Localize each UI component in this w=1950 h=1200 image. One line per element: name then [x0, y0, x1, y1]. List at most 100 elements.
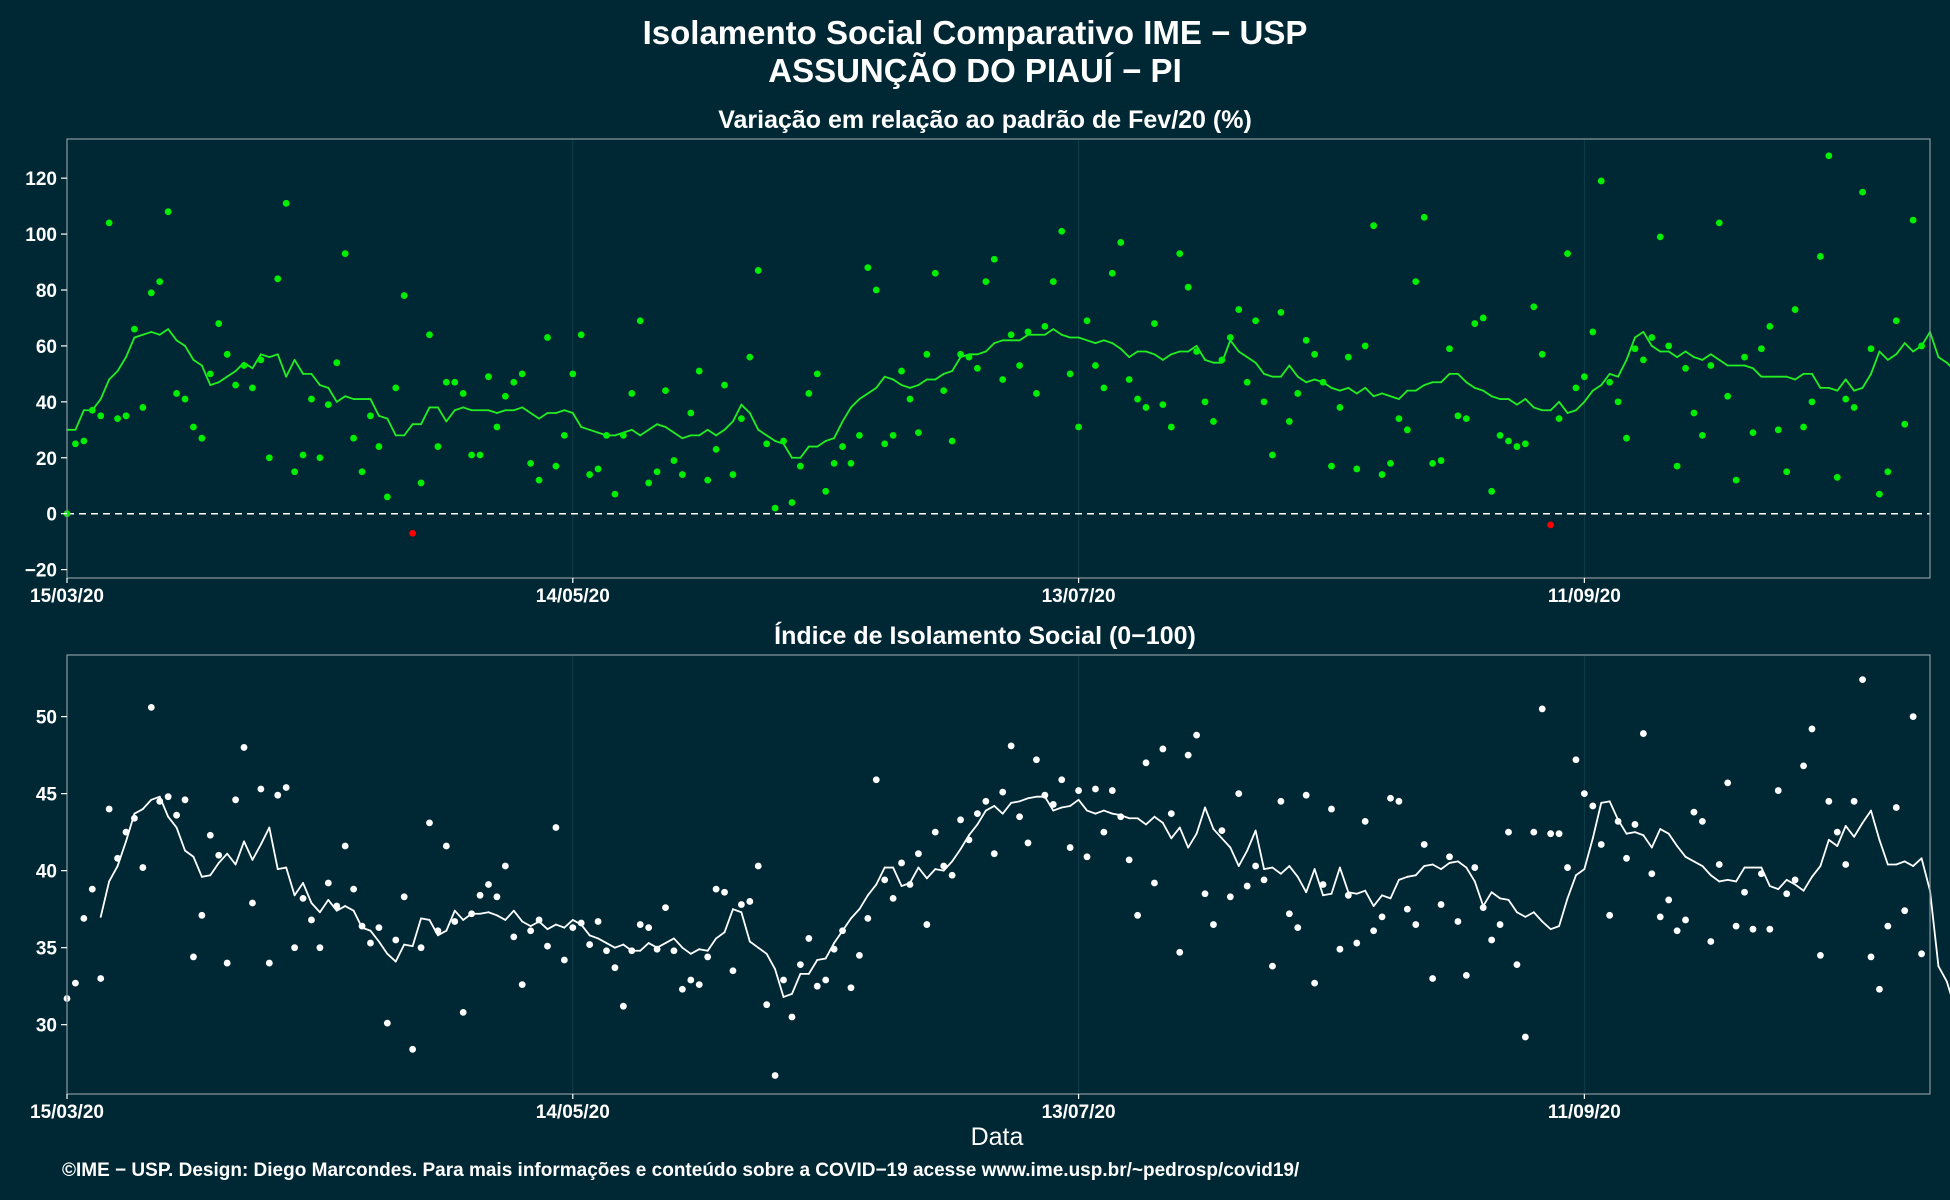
- daily-point: [999, 376, 1007, 383]
- moving-average-segment: [1465, 866, 1476, 883]
- moving-average-segment: [917, 378, 928, 386]
- daily-point: [628, 947, 636, 955]
- daily-point: [1774, 787, 1782, 794]
- daily-point: [367, 412, 374, 420]
- daily-point: [653, 945, 661, 953]
- daily-point: [249, 384, 256, 392]
- moving-average-segment: [673, 431, 684, 440]
- moving-average-segment: [1414, 384, 1426, 392]
- daily-point: [712, 445, 720, 453]
- daily-point: [122, 828, 130, 836]
- moving-average-segment: [1558, 400, 1569, 414]
- daily-point: [1075, 423, 1082, 431]
- daily-point: [1210, 921, 1217, 928]
- daily-point: [1707, 362, 1715, 369]
- daily-point: [1395, 415, 1403, 423]
- daily-point: [636, 317, 644, 325]
- daily-point: [1648, 870, 1656, 878]
- daily-point: [1749, 925, 1757, 933]
- daily-point: [1564, 250, 1571, 258]
- daily-point: [476, 891, 484, 899]
- moving-average-segment: [732, 908, 743, 914]
- daily-point: [1918, 950, 1925, 958]
- moving-average-segment: [841, 406, 852, 423]
- daily-point: [889, 894, 897, 902]
- daily-point: [383, 1019, 391, 1027]
- moving-average-segment: [268, 353, 279, 359]
- moving-average-segment: [259, 826, 271, 846]
- moving-average-segment: [1684, 350, 1695, 359]
- moving-average-segment: [1558, 897, 1569, 928]
- daily-point: [1395, 797, 1403, 805]
- daily-point: [1724, 392, 1732, 400]
- moving-average-segment: [799, 445, 810, 459]
- daily-point: [1311, 979, 1319, 987]
- moving-average-segment: [715, 428, 726, 437]
- daily-point: [1437, 901, 1445, 908]
- daily-point: [990, 850, 998, 858]
- daily-point: [552, 462, 560, 470]
- daily-point: [1235, 306, 1243, 313]
- moving-average-segment: [1693, 860, 1704, 867]
- daily-point: [763, 1001, 771, 1009]
- moving-average-segment: [1785, 375, 1797, 381]
- daily-point: [1572, 384, 1580, 392]
- moving-average-segment: [529, 412, 540, 420]
- moving-average-segment: [1566, 409, 1577, 414]
- moving-average-segment: [782, 442, 793, 459]
- moving-average-segment: [259, 353, 271, 359]
- daily-point: [1370, 927, 1378, 935]
- daily-point: [906, 395, 914, 403]
- daily-point: [1791, 306, 1799, 313]
- daily-point: [1134, 395, 1141, 403]
- panel-border: [66, 138, 1931, 579]
- daily-point: [1336, 404, 1344, 411]
- daily-point: [1235, 790, 1243, 798]
- figure-title-line2: ASSUNÇÃO DO PIAUÍ − PI: [768, 52, 1181, 89]
- moving-average-segment: [369, 929, 380, 943]
- moving-average-segment: [1448, 860, 1459, 864]
- moving-average-segment: [546, 923, 557, 931]
- moving-average-segment: [1650, 345, 1662, 353]
- moving-average-segment: [1524, 398, 1535, 409]
- moving-average-segment: [850, 398, 861, 409]
- daily-point: [619, 1002, 627, 1010]
- moving-average-segment: [184, 849, 195, 858]
- moving-average-segment: [824, 437, 836, 442]
- moving-average-segment: [1473, 880, 1485, 907]
- daily-point: [1817, 951, 1824, 959]
- moving-average-segment: [116, 840, 127, 867]
- moving-average-segment: [192, 855, 203, 878]
- moving-average-segment: [866, 883, 878, 897]
- x-tick-label: 11/09/20: [1548, 1102, 1621, 1123]
- figure-title-line1: Isolamento Social Comparativo IME − USP: [643, 14, 1308, 51]
- moving-average-segment: [1549, 400, 1560, 412]
- daily-point: [88, 406, 96, 414]
- moving-average-segment: [1018, 333, 1029, 342]
- daily-point: [1033, 390, 1040, 397]
- moving-average-segment: [1566, 874, 1577, 900]
- moving-average-segment: [1381, 392, 1392, 398]
- daily-point: [695, 981, 703, 989]
- daily-point: [232, 381, 239, 389]
- daily-point: [670, 457, 678, 464]
- moving-average-segment: [630, 428, 642, 437]
- daily-point: [88, 885, 96, 893]
- daily-point: [940, 387, 948, 395]
- variation-panel: −20 0 20 40 60 80 100 120 15/03/20 14/05/20 13/07/…: [25, 138, 1950, 607]
- moving-average-segment: [150, 795, 161, 801]
- moving-average-segment: [1018, 797, 1029, 803]
- moving-average-segment: [318, 899, 330, 914]
- moving-average-segment: [1086, 809, 1097, 815]
- y-tick-label: 30: [36, 1016, 57, 1037]
- moving-average-segment: [1827, 386, 1839, 392]
- daily-point: [1083, 853, 1091, 861]
- moving-average-segment: [858, 894, 869, 911]
- moving-average-segment: [622, 428, 633, 434]
- bottom-panel-title: Índice de Isolamento Social (0−100): [774, 621, 1196, 650]
- moving-average-segment: [816, 957, 827, 961]
- daily-point: [1016, 813, 1023, 821]
- daily-point: [1918, 342, 1925, 350]
- moving-average-segment: [521, 406, 532, 414]
- daily-point: [1555, 415, 1563, 423]
